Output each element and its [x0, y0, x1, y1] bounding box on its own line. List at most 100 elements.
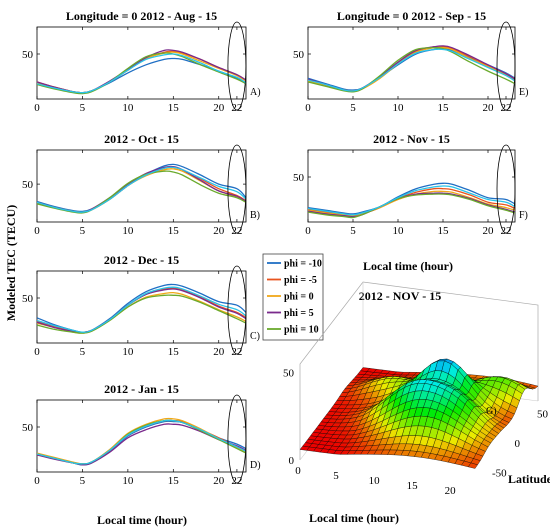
- legend-box: [262, 253, 324, 341]
- series-line-3: [37, 165, 246, 213]
- x-tick-label: 22: [231, 102, 242, 114]
- surface-title: 2012 - NOV - 15: [359, 289, 441, 303]
- series-line-1: [37, 166, 246, 213]
- x-tick-label: 22: [231, 475, 242, 487]
- legend-item-label: phi = -5: [284, 275, 317, 286]
- series-line-3: [308, 45, 515, 92]
- chart-title: Longitude = 0 2012 - Aug - 15: [66, 9, 217, 23]
- legend-item-label: phi = 5: [284, 308, 314, 319]
- highlight-ellipse: [227, 265, 247, 355]
- x-tick-label: 15: [438, 225, 450, 237]
- surface-panel: 2012 - NOV - 15 0 5 10 15 20 -50 0 50 0 50 G) Loc…: [283, 281, 550, 525]
- x-tick-label: 15: [168, 346, 180, 358]
- surface-ylabel: Latitude: [508, 472, 550, 486]
- y-tick-label: 50: [293, 49, 305, 61]
- plot-frame: [307, 149, 516, 223]
- x-tick-label: 10: [122, 346, 134, 358]
- series-line-1: [37, 50, 246, 94]
- panel-label: D): [250, 460, 261, 471]
- plot-frame: [36, 26, 247, 100]
- x-tick-label: 10: [393, 102, 405, 114]
- surface-y-tick-label: -50: [492, 467, 507, 479]
- x-tick-label: 0: [305, 225, 311, 237]
- x-tick-label: 22: [231, 346, 242, 358]
- x-tick-label: 0: [34, 102, 40, 114]
- x-tick-label: 15: [168, 225, 180, 237]
- x-tick-label: 20: [213, 475, 225, 487]
- x-tick-label: 5: [350, 225, 356, 237]
- x-tick-label: 5: [80, 225, 86, 237]
- x-tick-label: 20: [483, 102, 495, 114]
- x-tick-label: 5: [80, 346, 86, 358]
- surface-y-tick-label: 0: [515, 438, 521, 450]
- x-tick-label: 22: [501, 102, 512, 114]
- x-tick-label: 0: [34, 346, 40, 358]
- series-line-3: [37, 49, 246, 94]
- legend: phi = -10 phi = -5 phi = 0 phi = 5 phi = 10: [262, 253, 324, 341]
- series-line-5: [308, 185, 515, 216]
- panel-label: E): [519, 87, 528, 98]
- x-tick-label: 15: [168, 475, 180, 487]
- x-tick-label: 5: [80, 475, 86, 487]
- chart-panel-e: Longitude = 0 2012 - Sep - 15 0 5 10 15 20 22 5…: [293, 9, 528, 114]
- surface-x-tick-label: 0: [295, 465, 301, 477]
- chart-panel-c: 2012 - Dec - 15 0 5 10 15 20 22 50 C): [22, 253, 260, 358]
- surface-z-tick-label: 0: [289, 455, 295, 467]
- chart-title: 2012 - Oct - 15: [104, 132, 179, 146]
- highlight-ellipse: [496, 21, 516, 111]
- x-tick-label: 10: [122, 475, 134, 487]
- chart-title: 2012 - Nov - 15: [373, 132, 450, 146]
- legend-item-label: phi = 0: [284, 292, 314, 303]
- x-tick-label: 15: [168, 102, 180, 114]
- chart-panel-a: Longitude = 0 2012 - Aug - 15 0 5 10 15 20 22 5…: [22, 9, 261, 114]
- series-line-3: [308, 192, 515, 218]
- surface-x-tick-label: 10: [369, 475, 381, 487]
- surface-cell: [468, 462, 478, 469]
- y-tick-label: 50: [22, 49, 34, 61]
- highlight-ellipse: [227, 394, 247, 484]
- series-line-4: [308, 193, 515, 219]
- series-line-2: [37, 291, 246, 334]
- panel-label: F): [519, 210, 528, 221]
- series-line-4: [37, 294, 246, 334]
- surface-x-tick-label: 15: [407, 480, 419, 492]
- panel-label: B): [250, 210, 260, 221]
- legend-item-label: phi = -10: [284, 259, 322, 270]
- highlight-ellipse: [496, 144, 516, 234]
- series-line-4: [308, 47, 515, 93]
- series-line-3: [37, 423, 246, 466]
- surface-x-tick-label: 5: [333, 470, 339, 482]
- surface-y-tick-label: 50: [537, 409, 549, 421]
- series-line-0: [37, 163, 246, 213]
- y-tick-label: 50: [22, 293, 34, 305]
- series-line-2: [37, 51, 246, 94]
- surface-xlabel: Local time (hour): [309, 511, 399, 525]
- x-tick-label: 20: [213, 102, 225, 114]
- highlight-ellipse: [227, 21, 247, 111]
- series-line-0: [308, 182, 515, 215]
- x-tick-label: 5: [80, 102, 86, 114]
- x-tick-label: 0: [34, 225, 40, 237]
- x-axis-label-left: Local time (hour): [97, 513, 187, 527]
- surface-z-tick-label: 50: [283, 368, 295, 380]
- x-tick-label: 0: [34, 475, 40, 487]
- surface-panel-label: G): [486, 406, 497, 417]
- surface-axes: 0 5 10 15 20 -50 0 50 0 50: [283, 368, 549, 497]
- surface-mesh: [299, 358, 539, 469]
- series-line-5: [308, 48, 515, 92]
- y-tick-label: 50: [22, 179, 34, 191]
- x-tick-label: 10: [122, 225, 134, 237]
- y-tick-label: 50: [293, 172, 305, 184]
- x-tick-label: 22: [231, 225, 242, 237]
- series-line-2: [37, 417, 246, 465]
- series-line-5: [37, 419, 246, 465]
- x-tick-label: 20: [213, 225, 225, 237]
- highlight-ellipse: [227, 144, 247, 234]
- series-line-5: [37, 166, 246, 213]
- x-axis-label-right: Local time (hour): [363, 259, 453, 273]
- series-line-4: [37, 419, 246, 465]
- panel-label: A): [250, 87, 261, 98]
- chart-title: 2012 - Dec - 15: [104, 253, 179, 267]
- x-tick-label: 22: [501, 225, 512, 237]
